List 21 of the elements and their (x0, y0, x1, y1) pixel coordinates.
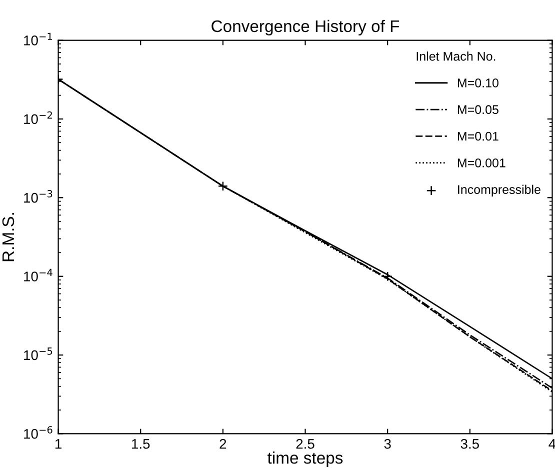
chart-title: Convergence History of F (212, 20, 400, 36)
x-tick-label: 2 (220, 438, 226, 449)
legend-label: M=0.01 (458, 132, 498, 141)
x-tick-label: 1 (55, 439, 62, 449)
x-tick-label: 3.5 (460, 438, 479, 449)
y-axis-title: R.M.S. (2, 213, 14, 262)
y-tick-label: 10$^{−5}$ (24, 348, 52, 360)
legend-label: M=0.05 (458, 105, 498, 114)
legend-label: M=0.10 (458, 78, 498, 88)
x-tick-label: 3 (384, 438, 391, 449)
y-tick-label: 10$^{−2}$ (24, 111, 52, 124)
y-tick-label: 10$^{−4}$ (24, 268, 52, 282)
y-tick-label: 10$^{−3}$ (24, 190, 52, 203)
legend-label: Incompressible (458, 184, 540, 196)
y-tick-label: 10$^{−1}$ (24, 32, 52, 46)
legend-label: M=0.001 (458, 158, 506, 168)
x-axis-title: time steps (268, 452, 343, 468)
x-tick-label: 2.5 (296, 438, 314, 449)
x-tick-label: 1.5 (132, 439, 150, 449)
y-tick-label: 10$^{−6}$ (24, 426, 52, 439)
legend-title: Inlet Mach No. (416, 52, 496, 61)
